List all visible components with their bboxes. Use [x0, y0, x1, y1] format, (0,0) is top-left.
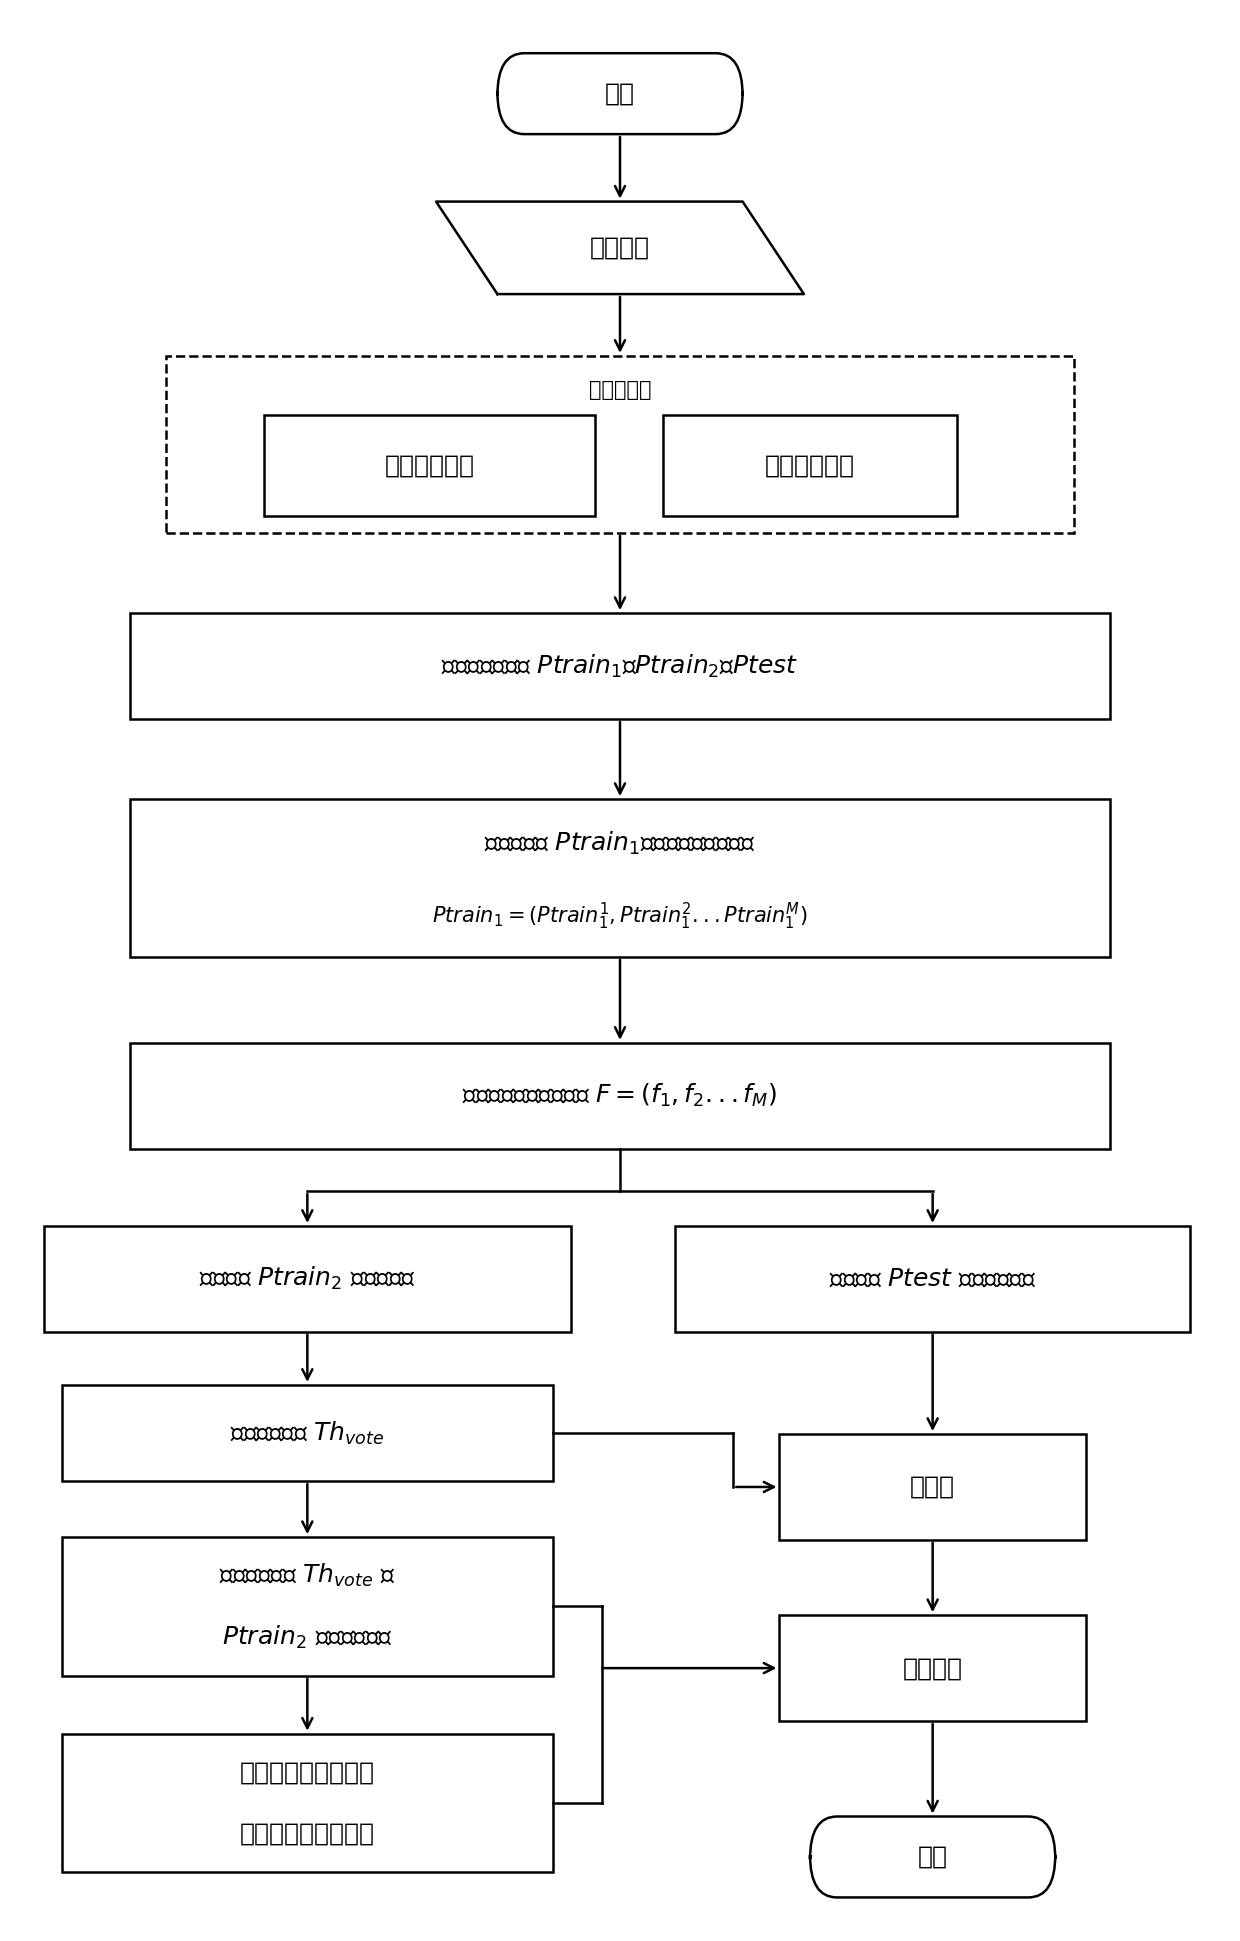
Text: 读取数据: 读取数据	[590, 237, 650, 260]
Text: $\mathit{Ptrain}_1=(\mathit{Ptrain}_1^1,\mathit{Ptrain}_1^2...\mathit{Ptrain}_1^: $\mathit{Ptrain}_1=(\mathit{Ptrain}_1^1,…	[433, 901, 807, 932]
Text: 划分数据集得到 $\mathit{Ptrain}_1$，$\mathit{Ptrain}_2$，$\mathit{Ptest}$: 划分数据集得到 $\mathit{Ptrain}_1$，$\mathit{Ptr…	[441, 652, 799, 679]
Text: 数据特征选择: 数据特征选择	[384, 454, 475, 477]
Bar	[129, 1042, 1111, 1149]
Text: 训练孤立森林模型集合 $F=(f_1,f_2...f_M)$: 训练孤立森林模型集合 $F=(f_1,f_2...f_M)$	[463, 1083, 777, 1110]
Bar	[264, 415, 595, 516]
Text: 数据预处理: 数据预处理	[589, 380, 651, 400]
Bar	[166, 355, 1074, 534]
Text: 开始: 开始	[605, 82, 635, 105]
Bar	[43, 1227, 570, 1332]
Text: 最终判决: 最终判决	[903, 1656, 962, 1681]
Text: 去除不良数据: 去除不良数据	[765, 454, 856, 477]
Bar	[129, 613, 1111, 718]
FancyBboxPatch shape	[810, 1817, 1055, 1898]
FancyBboxPatch shape	[497, 52, 743, 134]
Bar	[780, 1615, 1086, 1722]
Text: 对训练集 $\mathit{Ptrain}_2$ 中数据投票: 对训练集 $\mathit{Ptrain}_2$ 中数据投票	[200, 1266, 415, 1293]
Text: 的样本训练支持向量: 的样本训练支持向量	[239, 1823, 374, 1846]
Bar	[62, 1384, 553, 1481]
Bar	[129, 800, 1111, 957]
Text: 根据判决阈值 $\mathit{Th}_{vote}$ 对: 根据判决阈值 $\mathit{Th}_{vote}$ 对	[218, 1563, 396, 1590]
Bar	[62, 1537, 553, 1675]
Text: 获得判决阈值 $\mathit{Th}_{vote}$: 获得判决阈值 $\mathit{Th}_{vote}$	[231, 1419, 384, 1446]
Polygon shape	[436, 202, 804, 295]
Text: 给测试集 $\mathit{Ptest}$ 中的数据投票: 给测试集 $\mathit{Ptest}$ 中的数据投票	[830, 1267, 1037, 1291]
Bar	[663, 415, 957, 516]
Bar	[675, 1227, 1190, 1332]
Bar	[780, 1434, 1086, 1539]
Text: $\mathit{Ptrain}_2$ 中数据预判决: $\mathit{Ptrain}_2$ 中数据预判决	[222, 1625, 393, 1652]
Text: 用预判决结果为阳性: 用预判决结果为阳性	[239, 1760, 374, 1784]
Text: 结束: 结束	[918, 1846, 947, 1869]
Bar	[62, 1733, 553, 1873]
Text: 预判决: 预判决	[910, 1475, 955, 1498]
Text: 进一步划分 $\mathit{Ptrain}_1$，得到多个训练子集: 进一步划分 $\mathit{Ptrain}_1$，得到多个训练子集	[485, 829, 755, 856]
